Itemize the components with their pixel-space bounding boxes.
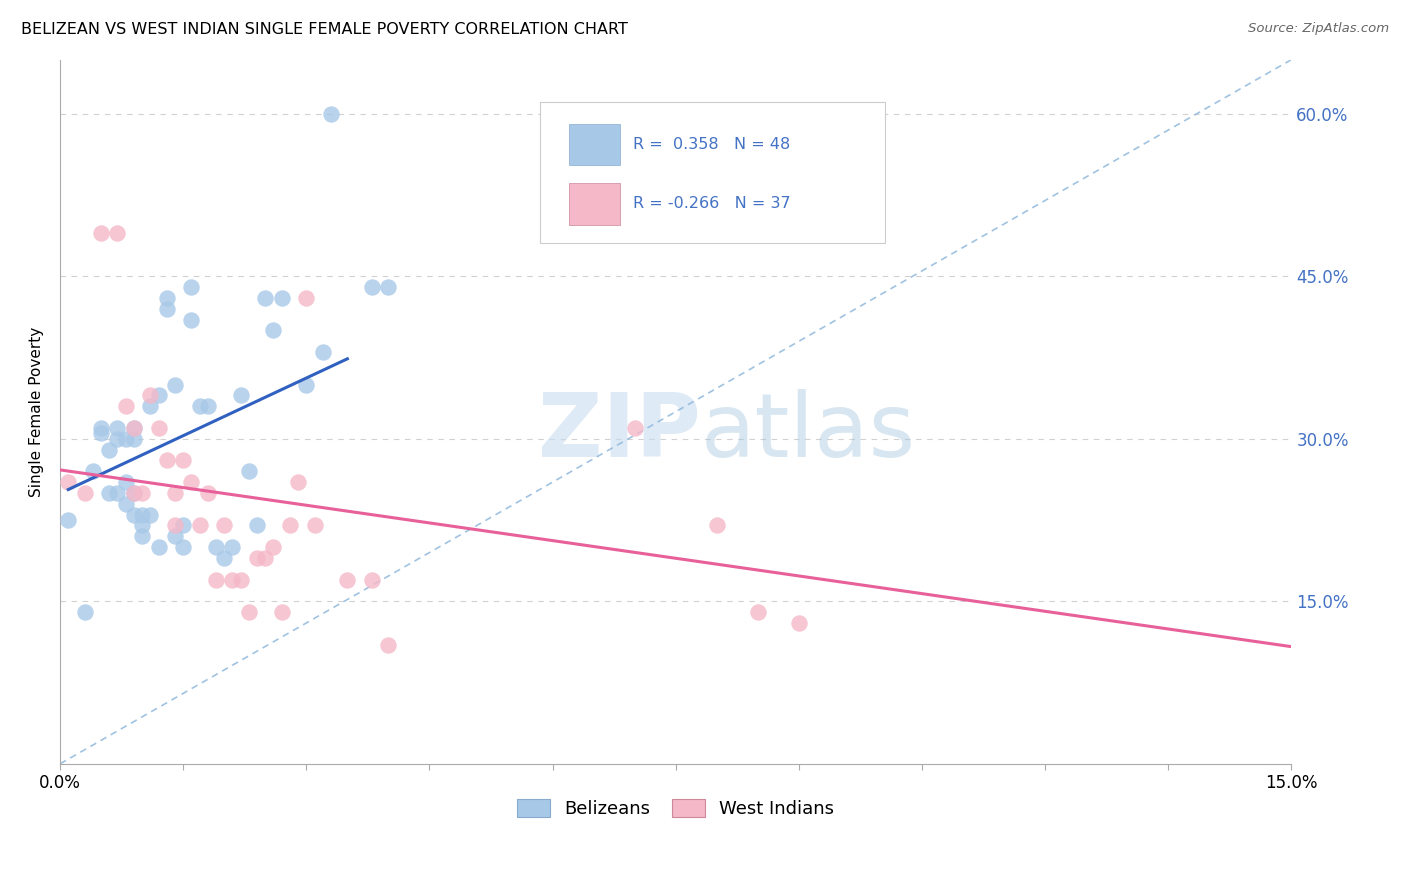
Point <box>156 291 179 305</box>
Point <box>163 518 186 533</box>
Legend: Belizeans, West Indians: Belizeans, West Indians <box>510 791 841 825</box>
Point <box>221 540 243 554</box>
Point <box>312 345 335 359</box>
Point <box>114 475 136 490</box>
Point <box>163 486 186 500</box>
Text: ZIP: ZIP <box>537 389 700 476</box>
Point <box>336 573 359 587</box>
Point <box>131 518 153 533</box>
Point <box>188 399 211 413</box>
Point <box>131 508 153 522</box>
Point <box>148 421 170 435</box>
Point <box>82 464 104 478</box>
Point <box>122 421 145 435</box>
Point <box>295 377 318 392</box>
FancyBboxPatch shape <box>568 183 620 225</box>
Point <box>205 540 228 554</box>
Point <box>180 280 202 294</box>
Text: R = -0.266   N = 37: R = -0.266 N = 37 <box>633 196 790 211</box>
Point <box>172 518 194 533</box>
Point <box>163 529 186 543</box>
Point <box>139 508 162 522</box>
Point <box>319 107 342 121</box>
Text: BELIZEAN VS WEST INDIAN SINGLE FEMALE POVERTY CORRELATION CHART: BELIZEAN VS WEST INDIAN SINGLE FEMALE PO… <box>21 22 628 37</box>
Point <box>304 518 326 533</box>
Point <box>122 508 145 522</box>
Point <box>180 312 202 326</box>
Point <box>114 432 136 446</box>
Point <box>90 421 112 435</box>
FancyBboxPatch shape <box>540 102 886 243</box>
Point <box>246 551 269 566</box>
Point <box>254 291 277 305</box>
Point <box>377 280 399 294</box>
Point <box>287 475 309 490</box>
Point <box>270 605 292 619</box>
Point <box>90 426 112 441</box>
Point <box>377 638 399 652</box>
Point <box>747 605 769 619</box>
Point <box>131 486 153 500</box>
Point <box>156 301 179 316</box>
Point <box>212 518 235 533</box>
Point <box>172 540 194 554</box>
Point <box>107 226 129 240</box>
Point <box>73 486 96 500</box>
Text: R =  0.358   N = 48: R = 0.358 N = 48 <box>633 136 790 152</box>
Point <box>205 573 228 587</box>
Point <box>122 486 145 500</box>
Point <box>163 377 186 392</box>
Point <box>98 442 121 457</box>
Point <box>229 573 252 587</box>
Point <box>238 464 260 478</box>
Point <box>188 518 211 533</box>
Point <box>107 486 129 500</box>
Text: Source: ZipAtlas.com: Source: ZipAtlas.com <box>1249 22 1389 36</box>
Point <box>58 513 80 527</box>
Point <box>263 323 285 337</box>
Point <box>139 388 162 402</box>
Point <box>361 280 384 294</box>
Point <box>73 605 96 619</box>
Point <box>58 475 80 490</box>
Point <box>221 573 243 587</box>
Point <box>114 497 136 511</box>
Point <box>122 432 145 446</box>
Point <box>90 226 112 240</box>
Point <box>623 421 645 435</box>
Point <box>295 291 318 305</box>
Point <box>122 421 145 435</box>
Point <box>197 486 219 500</box>
FancyBboxPatch shape <box>568 124 620 165</box>
Point <box>197 399 219 413</box>
Point <box>270 291 292 305</box>
Point <box>131 529 153 543</box>
Point <box>361 573 384 587</box>
Point <box>107 432 129 446</box>
Point <box>229 388 252 402</box>
Point <box>172 453 194 467</box>
Point <box>148 388 170 402</box>
Point <box>263 540 285 554</box>
Point <box>139 399 162 413</box>
Point <box>156 453 179 467</box>
Point <box>148 540 170 554</box>
Point <box>238 605 260 619</box>
Point <box>787 615 810 630</box>
Point <box>180 475 202 490</box>
Point <box>278 518 301 533</box>
Text: atlas: atlas <box>700 389 915 476</box>
Point <box>107 421 129 435</box>
Point <box>254 551 277 566</box>
Point <box>246 518 269 533</box>
Y-axis label: Single Female Poverty: Single Female Poverty <box>30 326 44 497</box>
Point <box>114 399 136 413</box>
Point <box>98 486 121 500</box>
Point <box>122 486 145 500</box>
Point <box>212 551 235 566</box>
Point <box>706 518 728 533</box>
